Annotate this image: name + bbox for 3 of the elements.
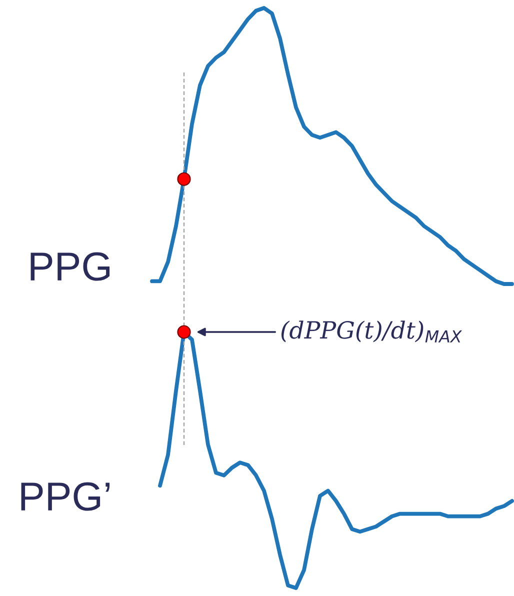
annotation: (dPPG(t)/dt)$_{MAX}$ — [281, 320, 462, 342]
y-axis-title: PPG’ — [21, 482, 110, 511]
y-axis-title: PPG — [30, 252, 110, 281]
